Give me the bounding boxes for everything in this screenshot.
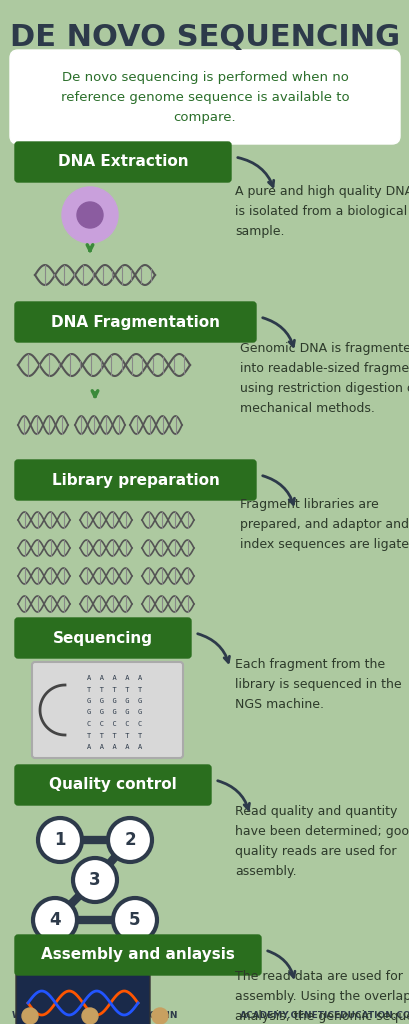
FancyBboxPatch shape: [15, 935, 261, 975]
Text: C  C  C  C  C: C C C C C: [87, 721, 142, 727]
FancyBboxPatch shape: [15, 765, 211, 805]
Text: G  G  G  G  G: G G G G G: [87, 698, 142, 705]
FancyBboxPatch shape: [15, 302, 255, 342]
Text: The read data are used for
assembly. Using the overlap
analysis, the genomic seq: The read data are used for assembly. Usi…: [234, 970, 409, 1024]
Text: WWW.GENETICEDUCATION.CO.IN: WWW.GENETICEDUCATION.CO.IN: [12, 1011, 178, 1020]
Text: De novo sequencing is performed when no
reference genome sequence is available t: De novo sequencing is performed when no …: [61, 71, 348, 124]
Circle shape: [108, 818, 152, 862]
Text: 1: 1: [54, 831, 65, 849]
Circle shape: [38, 818, 82, 862]
FancyBboxPatch shape: [15, 142, 230, 182]
Text: Read quality and quantity
have been determined; good
quality reads are used for
: Read quality and quantity have been dete…: [234, 805, 409, 878]
Text: ACADEMY.GENETICEDUCATION.CO.IN: ACADEMY.GENETICEDUCATION.CO.IN: [239, 1011, 409, 1020]
Text: 2: 2: [124, 831, 135, 849]
Text: Sequencing: Sequencing: [53, 631, 153, 645]
Circle shape: [62, 187, 118, 243]
Text: DNA Fragmentation: DNA Fragmentation: [51, 314, 220, 330]
Text: A  A  A  A  A: A A A A A: [87, 744, 142, 750]
Circle shape: [73, 858, 117, 902]
Text: G  G  G  G  G: G G G G G: [87, 710, 142, 716]
Text: T  T  T  T  T: T T T T T: [87, 686, 142, 692]
Text: Assembly and anlaysis: Assembly and anlaysis: [41, 947, 234, 963]
FancyBboxPatch shape: [15, 618, 191, 658]
Circle shape: [113, 898, 157, 942]
Text: A  A  A  A  A: A A A A A: [87, 675, 142, 681]
Text: 5: 5: [129, 911, 140, 929]
Text: Genomic DNA is fragmented
into readable-sized fragments
using restriction digest: Genomic DNA is fragmented into readable-…: [239, 342, 409, 415]
Text: DNA Extraction: DNA Extraction: [58, 155, 188, 170]
Circle shape: [77, 202, 103, 228]
Text: T  T  T  T  T: T T T T T: [87, 732, 142, 738]
Circle shape: [33, 898, 77, 942]
Text: 3: 3: [89, 871, 101, 889]
Text: 4: 4: [49, 911, 61, 929]
FancyBboxPatch shape: [10, 50, 399, 144]
Text: Each fragment from the
library is sequenced in the
NGS machine.: Each fragment from the library is sequen…: [234, 658, 401, 711]
Circle shape: [152, 1008, 168, 1024]
Text: A pure and high quality DNA
is isolated from a biological
sample.: A pure and high quality DNA is isolated …: [234, 185, 409, 238]
Circle shape: [22, 1008, 38, 1024]
FancyBboxPatch shape: [15, 460, 255, 500]
Circle shape: [82, 1008, 98, 1024]
Text: Library preparation: Library preparation: [52, 472, 219, 487]
FancyBboxPatch shape: [32, 662, 182, 758]
Text: DE NOVO SEQUENCING: DE NOVO SEQUENCING: [10, 24, 399, 52]
Text: Quality control: Quality control: [49, 777, 176, 793]
Text: Fragment libraries are
prepared, and adaptor and
index sequences are ligated.: Fragment libraries are prepared, and ada…: [239, 498, 409, 551]
FancyBboxPatch shape: [16, 973, 150, 1024]
